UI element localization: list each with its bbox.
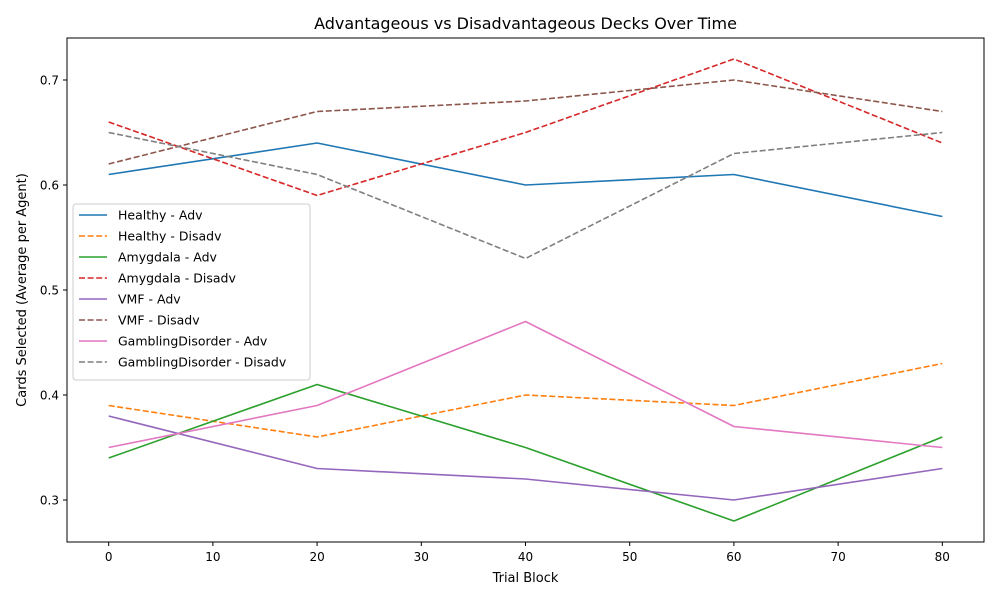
x-axis: 0 10 20 30 40 50 60 70 80 xyxy=(105,542,950,564)
x-tick-label-1: 10 xyxy=(205,550,220,564)
x-axis-title: Trial Block xyxy=(492,571,559,586)
legend-label-6: GamblingDisorder - Adv xyxy=(118,334,268,349)
x-tick-label-7: 70 xyxy=(830,550,845,564)
y-tick-label-3: 0.6 xyxy=(40,179,59,193)
x-tick-label-3: 30 xyxy=(414,550,429,564)
series-line-5 xyxy=(108,79,943,165)
legend-label-2: Amygdala - Adv xyxy=(118,250,218,265)
series-line-6 xyxy=(108,320,943,449)
x-tick-label-5: 50 xyxy=(622,550,637,564)
chart-title: Advantageous vs Disadvantageous Decks Ov… xyxy=(314,14,737,33)
x-tick-label-8: 80 xyxy=(935,550,950,564)
y-axis-title: Cards Selected (Average per Agent) xyxy=(15,173,30,407)
series-line-3 xyxy=(108,58,943,197)
legend-label-1: Healthy - Disadv xyxy=(118,229,222,244)
series-line-2 xyxy=(108,383,943,522)
series-line-7 xyxy=(108,131,943,260)
legend-label-7: GamblingDisorder - Disadv xyxy=(118,355,287,370)
y-axis: 0.3 0.4 0.5 0.6 0.7 xyxy=(40,74,67,508)
legend: Healthy - Adv Healthy - Disadv Amygdala - … xyxy=(72,203,311,381)
y-tick-label-0: 0.3 xyxy=(40,494,59,508)
x-tick-label-2: 20 xyxy=(309,550,324,564)
series-layer xyxy=(108,58,943,522)
legend-label-4: VMF - Adv xyxy=(118,292,181,307)
y-tick-label-1: 0.4 xyxy=(40,389,59,403)
legend-label-3: Amygdala - Disadv xyxy=(118,271,236,286)
series-line-1 xyxy=(108,362,943,438)
series-line-4 xyxy=(108,415,943,501)
series-line-0 xyxy=(108,142,943,218)
y-tick-label-2: 0.5 xyxy=(40,284,59,298)
y-tick-label-4: 0.7 xyxy=(40,74,59,88)
legend-label-0: Healthy - Adv xyxy=(118,208,203,223)
x-tick-label-0: 0 xyxy=(105,550,113,564)
x-tick-label-6: 60 xyxy=(726,550,741,564)
legend-box xyxy=(72,203,311,381)
x-tick-label-4: 40 xyxy=(518,550,533,564)
legend-label-5: VMF - Disadv xyxy=(118,313,200,328)
